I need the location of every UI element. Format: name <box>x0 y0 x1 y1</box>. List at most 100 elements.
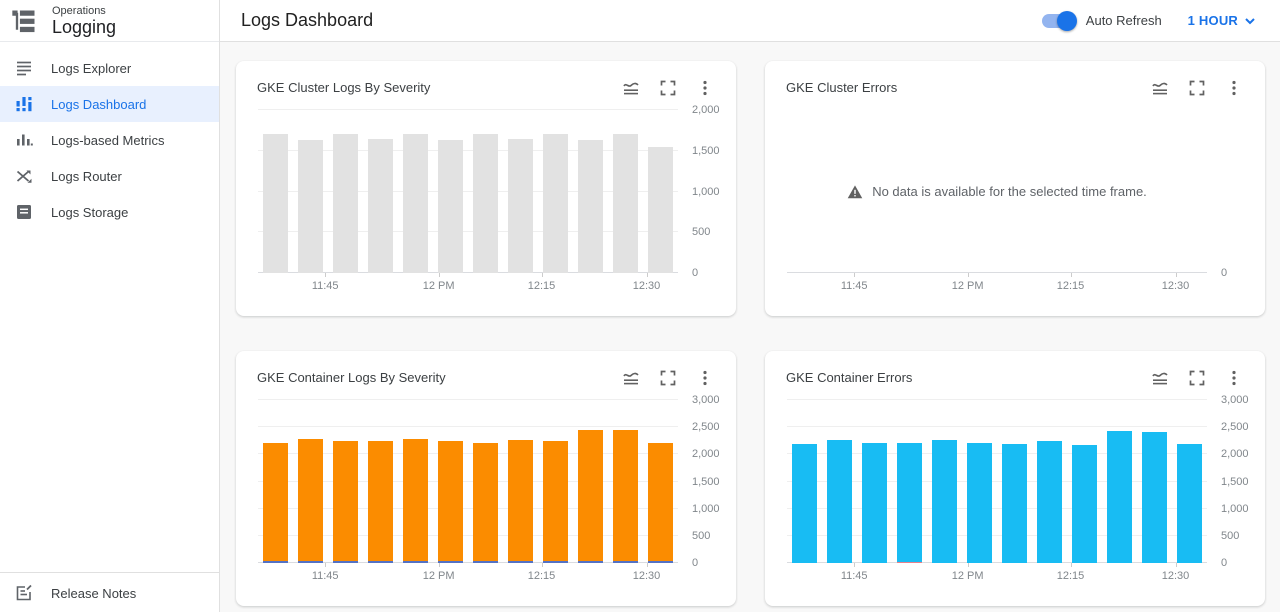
bar <box>862 400 887 563</box>
y-axis-label: 0 <box>692 267 699 279</box>
sidebar-item-logs-router[interactable]: Logs Router <box>0 158 219 194</box>
bar <box>648 110 673 273</box>
logs-explorer-icon <box>14 58 34 78</box>
warning-icon <box>847 184 863 198</box>
bar <box>543 400 568 563</box>
sidebar-footer: Release Notes <box>0 572 219 612</box>
dashboard-grid: GKE Cluster Logs By Severity <box>220 42 1280 612</box>
metrics-explorer-icon[interactable] <box>1151 369 1169 387</box>
y-axis-label: 1,500 <box>1221 475 1249 488</box>
bar <box>543 110 568 273</box>
bar <box>613 400 638 563</box>
chart-gke-cluster-logs-by-severity: 0 500 1,000 1,500 2,000 11:45 12 PM 12:15 12:30 <box>258 104 720 292</box>
bar <box>263 110 288 273</box>
time-range-value: 1 HOUR <box>1187 13 1238 28</box>
bar <box>648 400 673 563</box>
card-header: GKE Container Logs By Severity <box>236 351 736 387</box>
bar <box>473 110 498 273</box>
sidebar-item-logs-based-metrics[interactable]: Logs-based Metrics <box>0 122 219 158</box>
metrics-explorer-icon[interactable] <box>1151 79 1169 97</box>
y-axis-label: 2,500 <box>692 421 720 434</box>
bar <box>827 400 852 563</box>
auto-refresh-toggle[interactable] <box>1041 10 1077 31</box>
more-options-icon[interactable] <box>696 369 714 387</box>
sidebar-item-label: Logs Dashboard <box>51 96 147 112</box>
bar <box>368 110 393 273</box>
sidebar-item-label: Logs-based Metrics <box>51 132 165 148</box>
bar <box>508 400 533 563</box>
chart-gke-container-errors: 0 500 1,000 1,500 2,000 2,500 3,000 11:45 12 PM 1… <box>787 394 1249 582</box>
bar-series <box>787 400 1207 563</box>
sidebar-item-logs-explorer[interactable]: Logs Explorer <box>0 50 219 86</box>
sidebar-item-logs-storage[interactable]: Logs Storage <box>0 194 219 230</box>
card-actions <box>1132 79 1243 97</box>
brand-text: Operations Logging <box>52 4 116 37</box>
y-axis-label: 500 <box>1221 529 1240 542</box>
x-axis-label: 12 PM <box>951 570 984 582</box>
x-axis-label: 11:45 <box>840 280 868 292</box>
auto-refresh-label: Auto Refresh <box>1085 13 1162 28</box>
y-axis-label: 0 <box>1221 557 1228 569</box>
time-range-select[interactable]: 1 HOUR <box>1188 13 1258 29</box>
card-actions <box>603 79 714 97</box>
y-axis-label: 500 <box>692 529 711 542</box>
bar <box>298 110 323 273</box>
bar <box>333 400 358 563</box>
y-axis-label: 2,000 <box>692 104 720 116</box>
metrics-explorer-icon[interactable] <box>622 369 640 387</box>
bar <box>897 400 922 563</box>
card-gke-cluster-logs-by-severity: GKE Cluster Logs By Severity <box>236 61 736 316</box>
page-title: Logs Dashboard <box>241 10 374 30</box>
card-title: GKE Container Logs By Severity <box>257 370 446 385</box>
fullscreen-icon[interactable] <box>1188 369 1206 387</box>
card-gke-cluster-errors: GKE Cluster Errors <box>765 61 1265 316</box>
bar-series <box>258 400 678 563</box>
x-axis-label: 12 PM <box>422 280 455 292</box>
more-options-icon[interactable] <box>696 79 714 97</box>
chart-gke-cluster-errors: No data is available for the selected ti… <box>787 110 1227 292</box>
sidebar-item-label: Logs Storage <box>51 204 129 220</box>
sidebar-item-label: Logs Explorer <box>51 60 132 76</box>
bar <box>473 400 498 563</box>
bar <box>578 400 603 563</box>
x-axis-label: 12:15 <box>1056 280 1085 292</box>
x-axis-label: 12:30 <box>1161 570 1190 582</box>
empty-state: No data is available for the selected ti… <box>787 110 1207 273</box>
sidebar-item-logs-dashboard[interactable]: Logs Dashboard <box>0 86 219 122</box>
bar <box>578 110 603 273</box>
release-notes-icon <box>14 583 34 603</box>
more-options-icon[interactable] <box>1225 79 1243 97</box>
logs-dashboard-icon <box>14 94 34 114</box>
bar <box>792 400 817 563</box>
y-axis-label: 1,000 <box>692 185 720 198</box>
logs-router-icon <box>14 166 34 186</box>
brand: Operations Logging <box>0 0 219 42</box>
topbar: Logs Dashboard Auto Refresh 1 HOUR <box>220 0 1280 42</box>
fullscreen-icon[interactable] <box>659 369 677 387</box>
logs-based-metrics-icon <box>14 130 34 150</box>
more-options-icon[interactable] <box>1225 369 1243 387</box>
bar <box>1177 400 1202 563</box>
fullscreen-icon[interactable] <box>1188 79 1206 97</box>
x-axis-label: 12 PM <box>422 570 455 582</box>
card-actions <box>1132 369 1243 387</box>
bar <box>333 110 358 273</box>
metrics-explorer-icon[interactable] <box>622 79 640 97</box>
bar <box>1072 400 1097 563</box>
sidebar: Operations Logging Logs Explorer <box>0 0 220 612</box>
y-axis-label: 0 <box>1221 267 1228 279</box>
bar <box>368 400 393 563</box>
logging-logo-icon <box>10 7 38 35</box>
y-axis-label: 3,000 <box>1221 394 1249 406</box>
card-title: GKE Cluster Logs By Severity <box>257 80 431 95</box>
chevron-down-icon <box>1245 17 1255 24</box>
fullscreen-icon[interactable] <box>659 79 677 97</box>
bar <box>1002 400 1027 563</box>
bar <box>403 400 428 563</box>
bar <box>932 400 957 563</box>
chart-gke-container-logs-by-severity: 0 500 1,000 1,500 2,000 2,500 3,000 11:45 12 PM 1… <box>258 394 720 582</box>
bar <box>1107 400 1132 563</box>
y-axis-label: 1,000 <box>692 502 720 515</box>
sidebar-item-release-notes[interactable]: Release Notes <box>0 576 219 610</box>
